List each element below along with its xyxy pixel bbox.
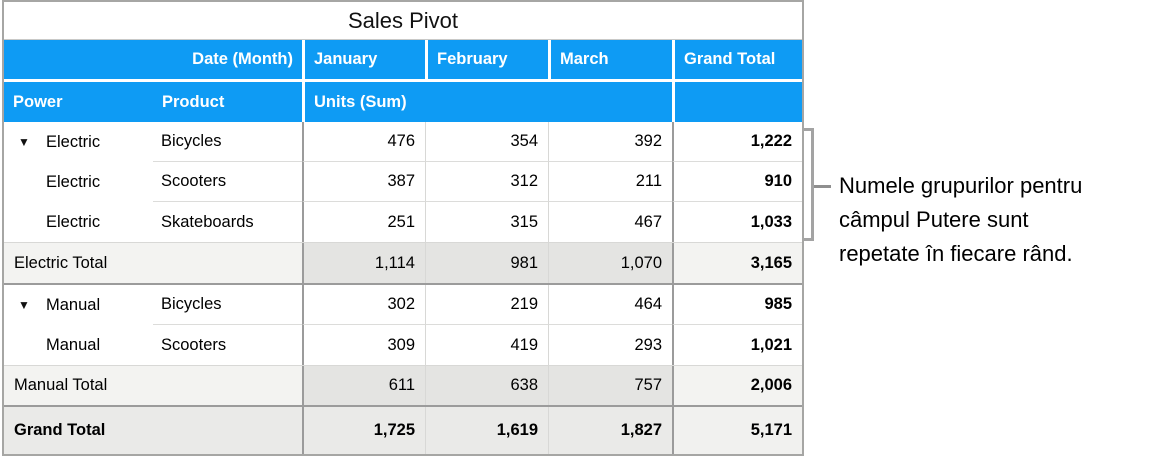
- annotation-line: Numele grupurilor pentru: [839, 173, 1083, 198]
- pivot-data-row: Electric Skateboards 251 315 467 1,033: [4, 202, 802, 242]
- power-cell[interactable]: Manual: [4, 325, 153, 365]
- value-cell[interactable]: 354: [425, 122, 548, 162]
- pivot-data-row: Electric Scooters 387 312 211 910: [4, 162, 802, 202]
- subtotal-label-cell[interactable]: Electric Total: [4, 243, 302, 283]
- power-group-label: Electric: [46, 172, 101, 191]
- power-cell[interactable]: ▼ Electric: [4, 122, 153, 162]
- grand-total-sum-cell[interactable]: 5,171: [672, 407, 802, 454]
- value-cell[interactable]: 302: [302, 285, 425, 325]
- pivot-data-row: Manual Scooters 309 419 293 1,021: [4, 325, 802, 365]
- table-title-text: Sales Pivot: [347, 7, 459, 33]
- value-cell[interactable]: 219: [425, 285, 548, 325]
- annotation-line: câmpul Putere sunt: [839, 207, 1029, 232]
- table-title[interactable]: Sales Pivot: [4, 2, 802, 40]
- callout-bracket: [804, 128, 814, 241]
- product-cell[interactable]: Skateboards: [161, 212, 254, 231]
- pivot-header-row-columns: Date (Month) January February March Gran…: [4, 40, 802, 82]
- subtotal-value-cell[interactable]: 638: [425, 366, 548, 405]
- value-cell[interactable]: 315: [425, 202, 548, 242]
- pivot-data-row: ▼ Manual Bicycles 302 219 464 985: [4, 285, 802, 325]
- header-cell-blank[interactable]: [672, 82, 802, 122]
- value-cell[interactable]: 467: [548, 202, 672, 242]
- value-cell[interactable]: 392: [548, 122, 672, 162]
- power-cell[interactable]: Electric: [4, 162, 153, 202]
- header-cell-grand-total[interactable]: Grand Total: [672, 40, 802, 79]
- grand-total-cell[interactable]: 1,033: [672, 202, 802, 242]
- product-cell[interactable]: Bicycles: [153, 122, 302, 162]
- pivot-table: Sales Pivot Date (Month) January Februar…: [2, 0, 804, 456]
- value-cell[interactable]: 309: [302, 325, 425, 365]
- header-cell-power[interactable]: Power: [4, 82, 153, 122]
- header-cell-february[interactable]: February: [425, 40, 548, 79]
- subtotal-label-cell[interactable]: Manual Total: [4, 366, 302, 405]
- subtotal-value-cell[interactable]: 1,070: [548, 243, 672, 283]
- value-cell[interactable]: 293: [548, 325, 672, 365]
- power-cell[interactable]: ▼ Manual: [4, 285, 153, 325]
- power-cell[interactable]: Electric: [4, 202, 153, 242]
- pivot-grand-total-row: Grand Total 1,725 1,619 1,827 5,171: [4, 407, 802, 454]
- pivot-data-row: ▼ Electric Bicycles 476 354 392 1,222: [4, 122, 802, 162]
- grand-total-cell[interactable]: 1,021: [672, 325, 802, 365]
- value-cell[interactable]: 419: [425, 325, 548, 365]
- power-group-label: Electric: [46, 212, 101, 231]
- value-cell[interactable]: 211: [548, 162, 672, 202]
- subtotal-grand-total-cell[interactable]: 2,006: [672, 366, 802, 405]
- grand-total-value-cell[interactable]: 1,619: [425, 407, 548, 454]
- product-cell[interactable]: Bicycles: [153, 285, 302, 325]
- subtotal-grand-total-cell[interactable]: 3,165: [672, 243, 802, 283]
- header-cell-date-month[interactable]: Date (Month): [4, 40, 302, 79]
- power-group-label: Manual: [46, 335, 101, 354]
- value-cell[interactable]: 387: [302, 162, 425, 202]
- product-cell[interactable]: Scooters: [161, 335, 227, 354]
- pivot-body: ▼ Electric Bicycles 476 354 392 1,222 Electric S…: [4, 122, 802, 454]
- disclosure-triangle-icon[interactable]: ▼: [18, 298, 30, 312]
- subtotal-value-cell[interactable]: 757: [548, 366, 672, 405]
- grand-total-cell[interactable]: 1,222: [672, 122, 802, 162]
- grand-total-value-cell[interactable]: 1,827: [548, 407, 672, 454]
- product-cell[interactable]: Scooters: [153, 162, 302, 202]
- value-cell[interactable]: 464: [548, 285, 672, 325]
- value-cell[interactable]: 476: [302, 122, 425, 162]
- annotation-line: repetate în fiecare rând.: [839, 241, 1073, 266]
- disclosure-triangle-icon[interactable]: ▼: [18, 135, 30, 149]
- value-cell[interactable]: 251: [302, 202, 425, 242]
- annotation-text: Numele grupurilor pentru câmpul Putere s…: [839, 169, 1175, 271]
- grand-total-label-cell[interactable]: Grand Total: [4, 407, 302, 454]
- power-group-label: Electric: [46, 132, 101, 151]
- header-cell-january[interactable]: January: [302, 40, 425, 79]
- pivot-subtotal-row: Electric Total 1,114 981 1,070 3,165: [4, 242, 802, 285]
- value-cell[interactable]: 312: [425, 162, 548, 202]
- subtotal-value-cell[interactable]: 611: [302, 366, 425, 405]
- header-cell-units-sum[interactable]: Units (Sum): [302, 82, 672, 122]
- pivot-subtotal-row: Manual Total 611 638 757 2,006: [4, 365, 802, 407]
- subtotal-value-cell[interactable]: 981: [425, 243, 548, 283]
- grand-total-cell[interactable]: 985: [672, 285, 802, 325]
- grand-total-value-cell[interactable]: 1,725: [302, 407, 425, 454]
- subtotal-value-cell[interactable]: 1,114: [302, 243, 425, 283]
- callout-tick: [814, 185, 831, 188]
- power-group-label: Manual: [46, 295, 101, 314]
- grand-total-cell[interactable]: 910: [672, 162, 802, 202]
- header-cell-march[interactable]: March: [548, 40, 672, 79]
- header-cell-product[interactable]: Product: [153, 82, 302, 122]
- pivot-header-row-fields: Power Product Units (Sum): [4, 82, 802, 122]
